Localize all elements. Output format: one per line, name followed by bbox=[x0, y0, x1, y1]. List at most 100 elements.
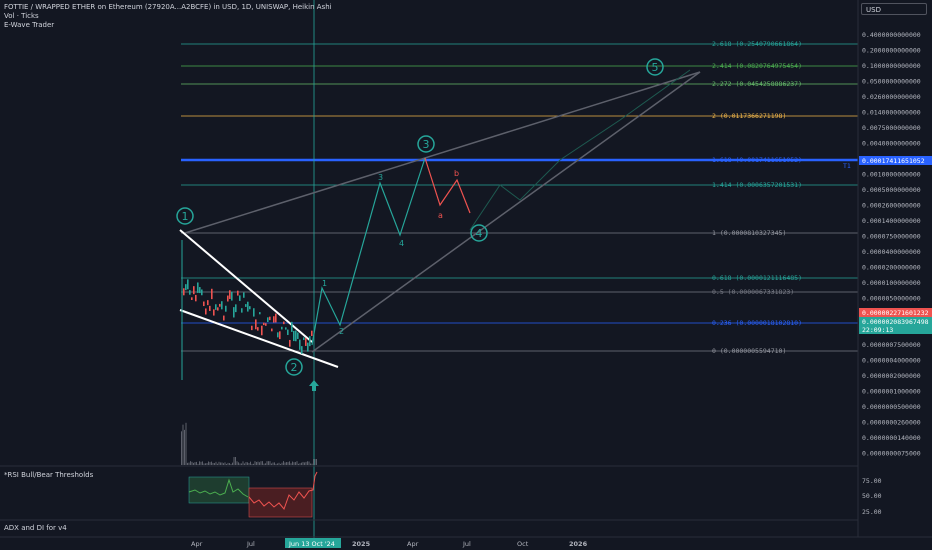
price-candle bbox=[273, 316, 275, 323]
volume-bar bbox=[305, 461, 307, 465]
fib-label-0: 0 (0.0000005594710) bbox=[712, 347, 786, 355]
volume-bar bbox=[313, 459, 314, 465]
price-candle bbox=[285, 327, 287, 330]
price-axis-label: 0.0500000000000 bbox=[862, 78, 921, 86]
price-candle bbox=[219, 303, 221, 307]
price-candle bbox=[217, 307, 219, 311]
volume-bar bbox=[292, 461, 293, 465]
rsi-bull-zone bbox=[188, 476, 250, 504]
price-candle bbox=[229, 290, 231, 299]
volume-bar bbox=[194, 462, 196, 465]
volume-bar bbox=[248, 463, 250, 465]
badge-countdown-text: 22:09:13 bbox=[862, 326, 893, 334]
volume-bar bbox=[254, 461, 256, 465]
ewave-indicator-label[interactable]: E-Wave Trader bbox=[4, 21, 55, 29]
price-axis-label: 0.2000000000000 bbox=[862, 47, 921, 55]
price-axis-label: 0.0000001000000 bbox=[862, 388, 921, 396]
volume-bar bbox=[280, 463, 281, 465]
rsi-panel-title[interactable]: *RSI Bull/Bear Thresholds bbox=[4, 471, 94, 479]
wave-label-3[interactable]: 3 bbox=[417, 135, 435, 153]
volume-bar bbox=[316, 459, 317, 465]
minor-wave-2: 2 bbox=[339, 327, 344, 336]
price-axis-label: 0.0001400000000 bbox=[862, 217, 921, 225]
volume-bar bbox=[197, 463, 199, 465]
rsi-level-50: 50.00 bbox=[862, 492, 882, 500]
volume-bar bbox=[260, 461, 262, 465]
minor-wave-3: 3 bbox=[378, 173, 383, 182]
svg-text:5: 5 bbox=[652, 61, 659, 74]
badge-top-level bbox=[859, 156, 932, 165]
volume-bar bbox=[184, 429, 185, 465]
minor-wave-4: 4 bbox=[399, 239, 404, 248]
svg-text:4: 4 bbox=[476, 227, 483, 240]
volume-indicator-label[interactable]: Vol · Ticks bbox=[4, 12, 39, 20]
price-axis-label: 0.0140000000000 bbox=[862, 109, 921, 117]
price-axis-label: 0.0000400000000 bbox=[862, 248, 921, 256]
volume-bar bbox=[314, 459, 316, 465]
volume-bar bbox=[268, 461, 269, 465]
wave-label-5[interactable]: 5 bbox=[646, 58, 664, 76]
price-candle bbox=[301, 346, 303, 354]
price-candle bbox=[311, 330, 313, 336]
volume-bar bbox=[269, 461, 271, 465]
price-axis-label: 0.0000750000000 bbox=[862, 233, 921, 241]
volume-bar bbox=[266, 461, 268, 465]
rsi-line-bear bbox=[248, 471, 318, 510]
volume-bar bbox=[238, 462, 239, 465]
price-candle bbox=[225, 305, 227, 312]
channel-lower bbox=[311, 71, 701, 353]
time-label-apr-24: Apr bbox=[191, 540, 203, 548]
price-axis[interactable]: 0.4000000000000 0.2000000000000 0.10000000… bbox=[862, 31, 921, 458]
falling-wedge bbox=[179, 229, 339, 368]
time-axis[interactable]: Apr Jul Jun 13 Oct '24 2025 Apr Jul Oct … bbox=[191, 538, 588, 548]
volume-bar bbox=[239, 463, 241, 465]
wave-projection-faint bbox=[469, 69, 691, 231]
fib-label-1618: 1.618 (0.0017411651052) bbox=[712, 156, 802, 164]
price-candle bbox=[195, 294, 197, 302]
wave-label-1[interactable]: 1 bbox=[176, 207, 194, 225]
volume-bar bbox=[190, 461, 191, 465]
wave-label-4[interactable]: 4 bbox=[470, 224, 488, 242]
price-candle bbox=[271, 328, 273, 332]
svg-text:1: 1 bbox=[182, 210, 189, 223]
price-candle bbox=[283, 321, 285, 325]
price-axis-label: 0.0000000140000 bbox=[862, 434, 921, 442]
price-candle bbox=[289, 339, 291, 347]
volume-bar bbox=[271, 463, 272, 465]
volume-bar bbox=[208, 461, 209, 465]
price-candle bbox=[207, 300, 209, 306]
volume-bar bbox=[203, 463, 205, 465]
price-candle bbox=[197, 282, 199, 293]
volume-bar bbox=[242, 461, 244, 465]
volume-bar bbox=[283, 461, 284, 465]
volume-bar bbox=[253, 463, 254, 465]
price-candle bbox=[187, 279, 189, 290]
volume-bar bbox=[310, 463, 311, 465]
fib-label-1414: 1.414 (0.0006357201531) bbox=[712, 181, 802, 189]
volume-bar bbox=[256, 461, 257, 465]
price-candle bbox=[267, 317, 269, 322]
currency-button[interactable]: USD bbox=[861, 3, 927, 15]
wave-label-2[interactable]: 2 bbox=[285, 358, 303, 376]
chart-title[interactable]: FOTTIE / WRAPPED ETHER on Ethereum (2792… bbox=[4, 3, 332, 11]
badge-marker-t1: T1 bbox=[843, 162, 851, 170]
fib-label-2272: 2.272 (0.0454258886237) bbox=[712, 80, 802, 88]
price-candle bbox=[265, 323, 267, 326]
volume-bar bbox=[298, 463, 299, 465]
volume-bar bbox=[295, 462, 296, 465]
rsi-line-bull bbox=[188, 478, 249, 498]
price-axis-label: 0.0000050000000 bbox=[862, 295, 921, 303]
price-candle bbox=[297, 332, 299, 339]
adx-panel-title[interactable]: ADX and DI for v4 bbox=[4, 524, 67, 532]
wave-projection-red bbox=[424, 157, 471, 214]
volume-bar bbox=[289, 461, 290, 465]
price-candle bbox=[303, 337, 305, 341]
price-axis-label: 0.0000200000000 bbox=[862, 264, 921, 272]
volume-bar bbox=[263, 463, 265, 465]
volume-bar bbox=[221, 462, 223, 465]
volume-bar bbox=[247, 462, 248, 465]
volume-bar bbox=[274, 462, 275, 465]
price-axis-label: 0.0000000075000 bbox=[862, 450, 921, 458]
time-highlight-label: Jun 13 Oct '24 bbox=[288, 540, 335, 548]
